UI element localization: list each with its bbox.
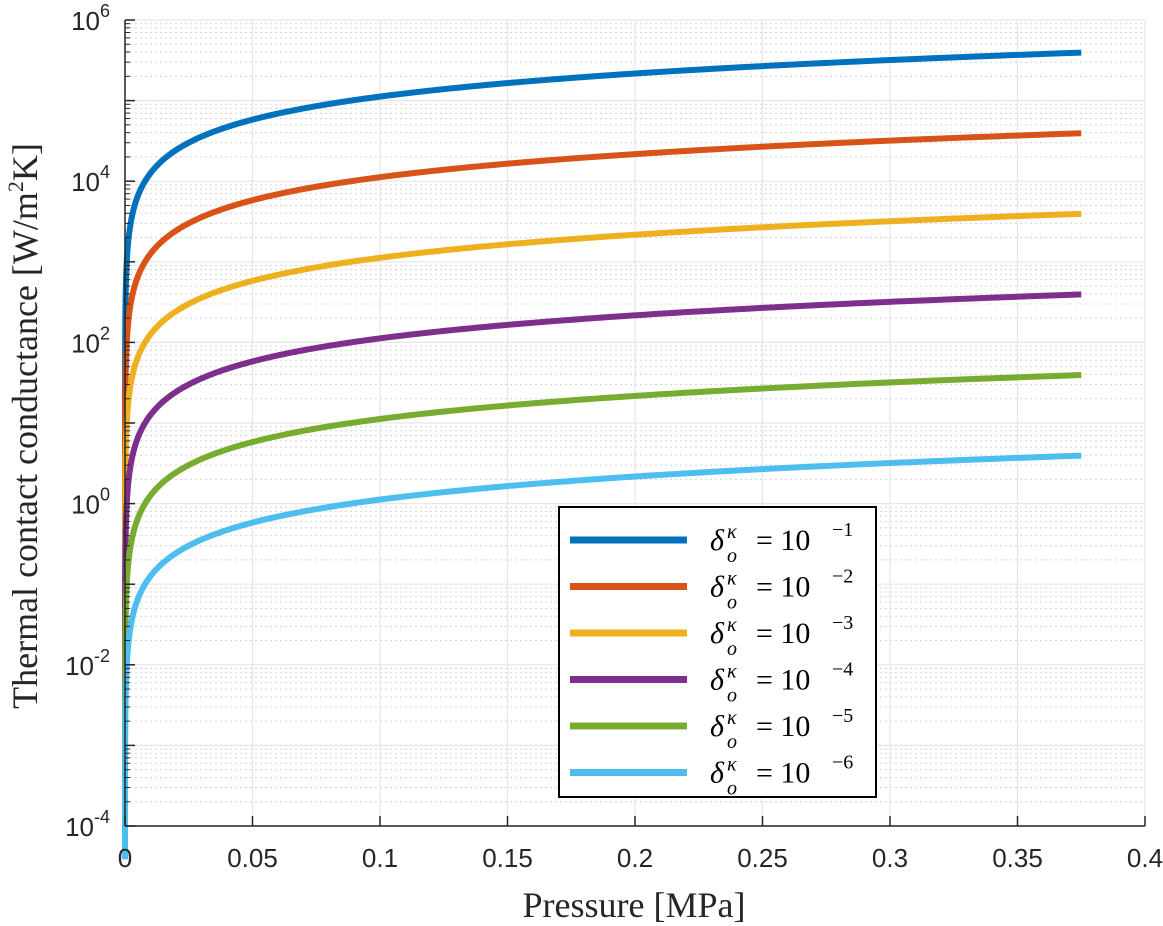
legend-kappa: κ — [727, 661, 737, 683]
x-tick-label: 0.1 — [362, 843, 398, 873]
legend-delta: δ — [710, 617, 725, 650]
x-tick-label: 0.35 — [992, 843, 1043, 873]
y-axis-title-end: K] — [5, 143, 45, 181]
legend-kappa: κ — [727, 568, 737, 590]
legend-equals: = 10 — [756, 617, 810, 650]
legend-equals: = 10 — [756, 757, 810, 790]
legend-box — [558, 506, 877, 798]
legend-entries: δ κo = 10 −1δ κo = 10 −2δ κo = 10 −3δ κo = 10 −4δ κo =… — [570, 519, 853, 800]
legend-exponent: −3 — [832, 612, 853, 634]
y-tick-label: 102 — [71, 323, 110, 358]
x-tick-label: 0.2 — [617, 843, 653, 873]
legend-exponent: −2 — [832, 566, 853, 588]
legend-exponent: −4 — [832, 659, 853, 681]
legend-exponent: −5 — [832, 705, 853, 727]
legend-delta: δ — [710, 757, 725, 790]
legend-kappa: κ — [727, 707, 737, 729]
y-tick-label: 10-4 — [65, 807, 110, 842]
y-tick-exponent: -4 — [94, 807, 110, 827]
legend-delta: δ — [710, 571, 725, 604]
legend-sub-o: o — [727, 685, 737, 707]
x-tick-label: 0.3 — [872, 843, 908, 873]
y-tick-exponent: 0 — [100, 485, 110, 505]
legend-equals: = 10 — [756, 571, 810, 604]
legend-sub-o: o — [727, 778, 737, 800]
legend-kappa: κ — [727, 754, 737, 776]
legend-equals: = 10 — [756, 664, 810, 697]
legend-exponent: −6 — [832, 752, 853, 774]
legend-sub-o: o — [727, 592, 737, 614]
y-tick-label: 106 — [71, 1, 110, 36]
legend-exponent: −1 — [832, 519, 853, 541]
y-tick-exponent: 2 — [100, 323, 110, 343]
legend-sub-o: o — [727, 731, 737, 753]
y-axis-title: Thermal contact conductance [W/m2K] — [3, 143, 45, 709]
y-axis-title-sup: 2 — [3, 181, 28, 192]
x-tick-label: 0.15 — [482, 843, 533, 873]
y-tick-exponent: 6 — [100, 1, 110, 21]
y-axis-title-main: Thermal contact conductance [W/m — [5, 192, 45, 709]
x-tick-label: 0 — [118, 843, 132, 873]
legend-delta: δ — [710, 524, 725, 557]
legend-delta: δ — [710, 664, 725, 697]
legend-equals: = 10 — [756, 710, 810, 743]
x-tick-label: 0.05 — [227, 843, 278, 873]
x-axis-title: Pressure [MPa] — [523, 885, 746, 925]
legend-sub-o: o — [727, 545, 737, 567]
legend-equals: = 10 — [756, 524, 810, 557]
y-tick-base: 10 — [71, 6, 100, 36]
y-tick-base: 10 — [71, 328, 100, 358]
y-tick-base: 10 — [65, 812, 94, 842]
x-tick-label: 0.25 — [737, 843, 788, 873]
y-tick-label: 100 — [71, 485, 110, 520]
legend: δ κo = 10 −1δ κo = 10 −2δ κo = 10 −3δ κo = 10 −4δ κo =… — [558, 506, 877, 800]
y-tick-exponent: 4 — [100, 162, 110, 182]
legend-sub-o: o — [727, 638, 737, 660]
legend-kappa: κ — [727, 614, 737, 636]
legend-delta: δ — [710, 710, 725, 743]
legend-kappa: κ — [727, 521, 737, 543]
y-tick-label: 10-2 — [65, 646, 110, 681]
y-tick-base: 10 — [65, 651, 94, 681]
axes — [124, 19, 1146, 827]
y-tick-exponent: -2 — [94, 646, 110, 666]
x-tick-labels: 0 0.05 0.1 0.15 0.2 0.25 0.3 0.35 0.4 — [118, 843, 1163, 873]
y-tick-base: 10 — [71, 167, 100, 197]
y-tick-label: 104 — [71, 162, 110, 197]
x-tick-label: 0.4 — [1127, 843, 1163, 873]
y-tick-base: 10 — [71, 490, 100, 520]
